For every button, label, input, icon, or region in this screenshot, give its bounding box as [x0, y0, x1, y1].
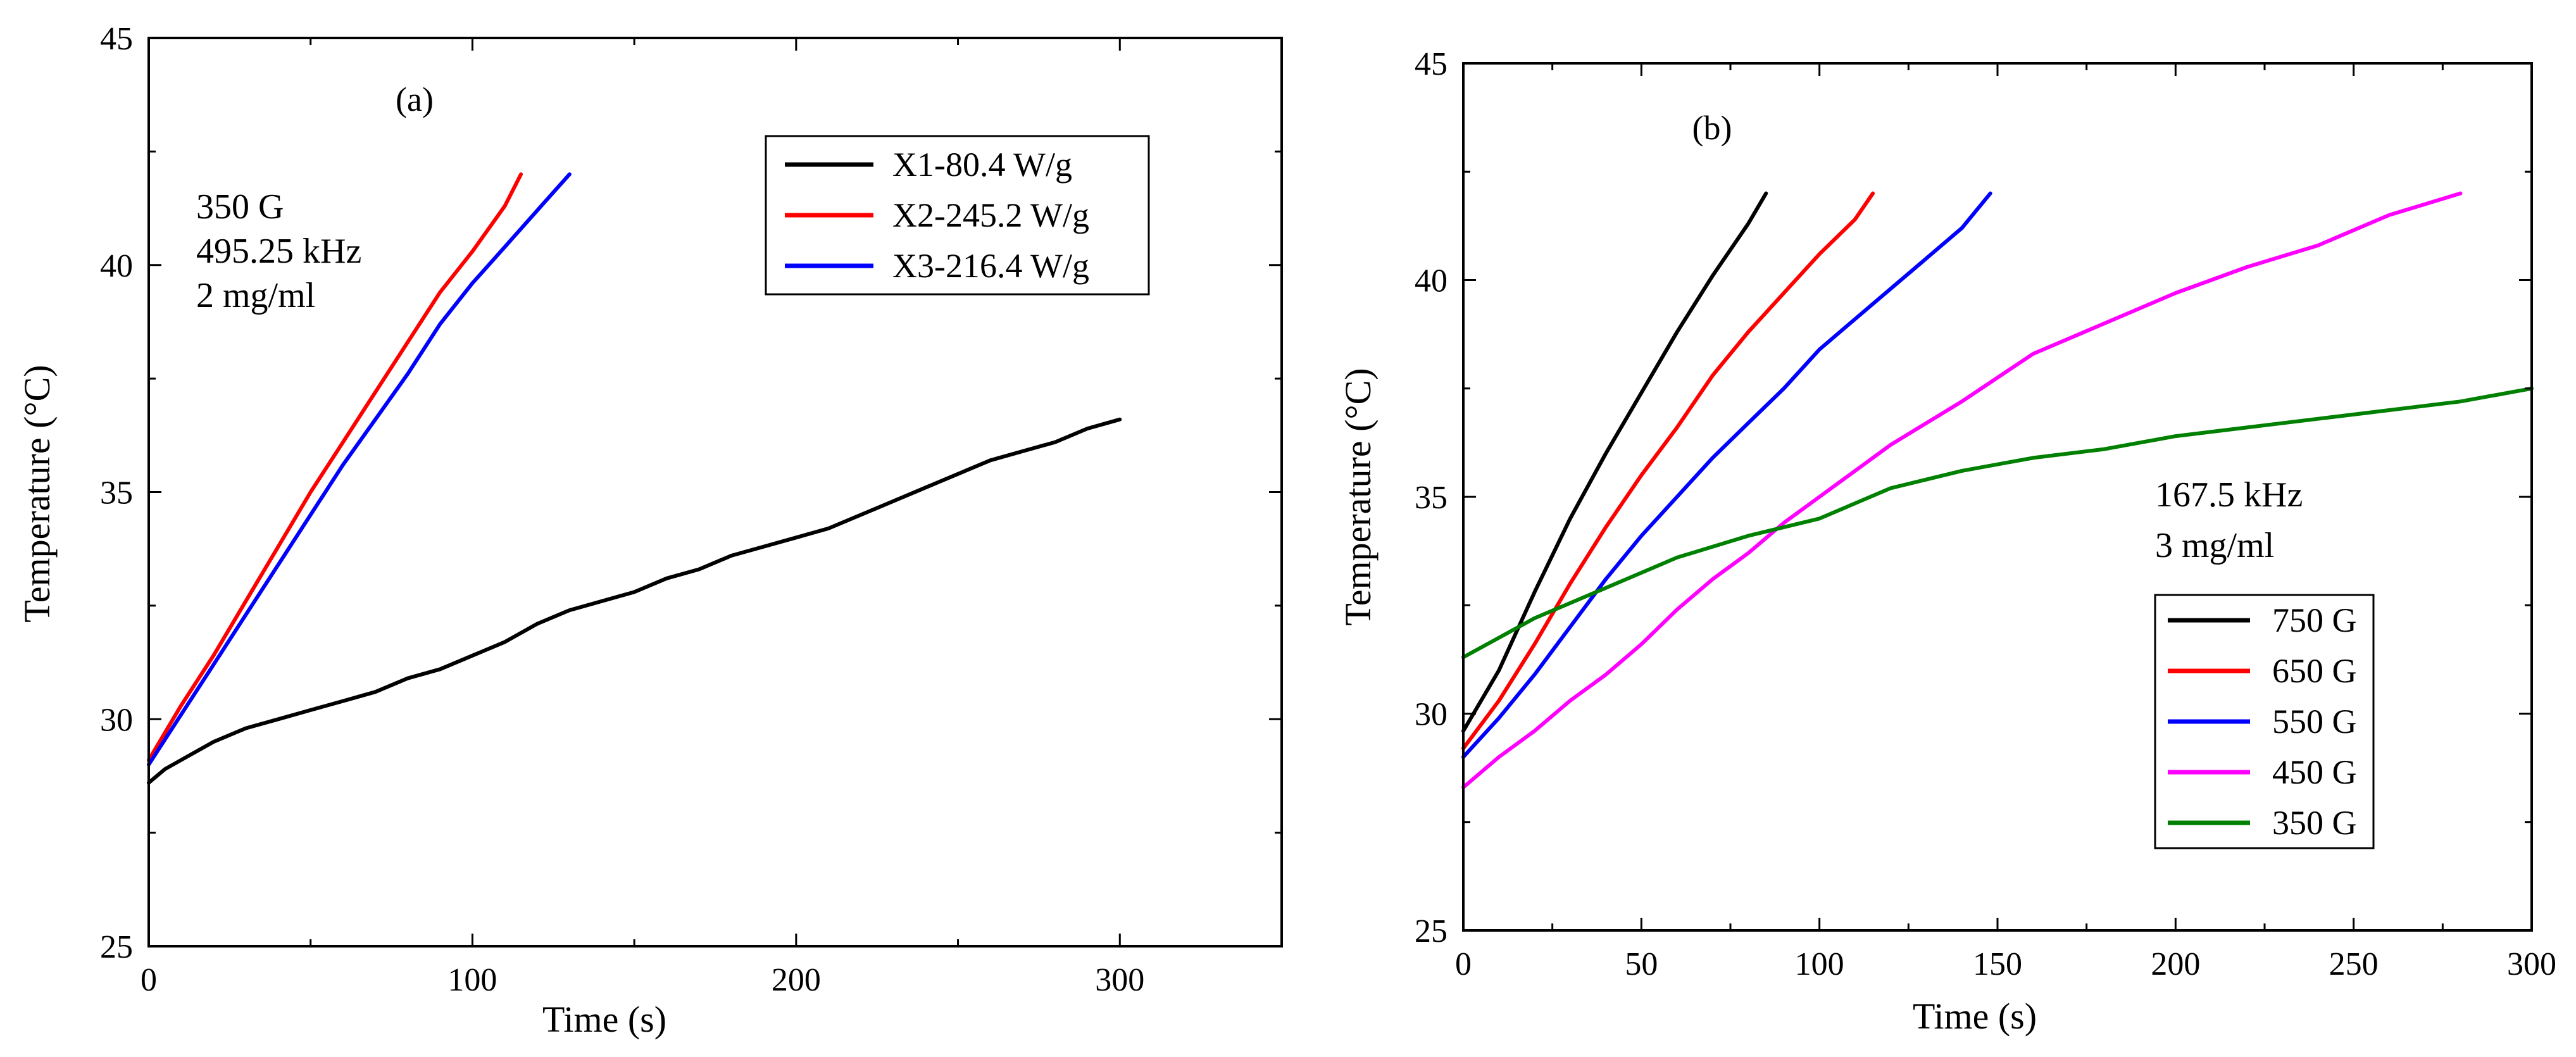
panel-label: (a) — [396, 80, 434, 118]
legend: X1-80.4 W/g X2-245.2 W/g X3-216.4 W/g — [765, 135, 1150, 296]
legend-item: 650 G — [2168, 652, 2357, 690]
legend: 750 G 650 G 550 G 450 G 350 G — [2154, 594, 2375, 849]
series-line — [1461, 191, 1768, 733]
series-line — [147, 417, 1122, 785]
x-tick-label: 250 — [2329, 946, 2379, 982]
x-tick-label: 200 — [2151, 946, 2200, 982]
x-tick-label: 300 — [2507, 946, 2556, 982]
x-tick-label: 100 — [447, 962, 497, 998]
legend-item: 450 G — [2168, 753, 2357, 791]
chart-panel-b: 0 50 100 150 200 250 300 25 30 35 40 45 (b) 167.5 k… — [1337, 46, 2556, 1037]
legend-label: 750 G — [2272, 601, 2357, 639]
annotation-frequency: 495.25 kHz — [196, 232, 361, 271]
series-line — [1461, 191, 1875, 751]
axes: 0 100 200 300 25 30 35 40 45 — [100, 21, 1283, 998]
series-line — [1461, 191, 2463, 789]
legend-label: 350 G — [2272, 804, 2357, 842]
legend-item: 750 G — [2168, 601, 2357, 639]
y-tick-label: 35 — [1415, 480, 1447, 516]
legend-label: X2-245.2 W/g — [892, 196, 1089, 234]
y-axis-label: Temperature (°C) — [16, 365, 58, 622]
series-line — [147, 172, 523, 762]
legend-item: X1-80.4 W/g — [785, 146, 1072, 184]
series-line — [147, 172, 572, 766]
legend-item: 550 G — [2168, 703, 2357, 741]
annotation-concentration: 2 mg/ml — [196, 276, 315, 315]
y-axis-label: Temperature (°C) — [1337, 368, 1379, 625]
y-tick-label: 25 — [1415, 913, 1447, 949]
y-tick-label: 45 — [1415, 46, 1447, 82]
legend-item: 350 G — [2168, 804, 2357, 842]
legend-label: 450 G — [2272, 753, 2357, 791]
series-lines — [1461, 191, 2534, 789]
y-tick-label: 30 — [1415, 697, 1447, 733]
x-tick-label: 200 — [772, 962, 821, 998]
annotation-frequency: 167.5 kHz — [2155, 475, 2303, 515]
x-tick-label: 0 — [141, 962, 157, 998]
legend-label: 650 G — [2272, 652, 2357, 690]
x-tick-label: 50 — [1625, 946, 1658, 982]
series-lines — [147, 172, 1122, 785]
legend-label: 550 G — [2272, 703, 2357, 741]
y-tick-label: 30 — [100, 702, 133, 738]
annotation-concentration: 3 mg/ml — [2155, 526, 2274, 565]
panel-label: (b) — [1692, 109, 1732, 147]
y-tick-label: 40 — [100, 248, 133, 284]
axes: 0 50 100 150 200 250 300 25 30 35 40 45 — [1415, 46, 2556, 982]
legend-label: X1-80.4 W/g — [892, 146, 1072, 184]
x-tick-label: 150 — [1973, 946, 2022, 982]
x-tick-label: 300 — [1095, 962, 1144, 998]
series-line — [1461, 191, 1992, 759]
y-tick-label: 40 — [1415, 263, 1447, 299]
x-tick-label: 100 — [1795, 946, 1844, 982]
y-tick-label: 45 — [100, 21, 133, 57]
x-axis-label: Time (s) — [1913, 996, 2037, 1037]
legend-item: X3-216.4 W/g — [785, 247, 1089, 285]
x-tick-label: 0 — [1455, 946, 1472, 982]
chart-panel-a: 0 100 200 300 25 30 35 40 45 (a) 350 G 495.25 kH… — [16, 21, 1283, 1040]
series-line — [1461, 386, 2534, 660]
x-axis-label: Time (s) — [542, 999, 666, 1040]
annotation-field: 350 G — [196, 187, 284, 227]
y-tick-label: 35 — [100, 475, 133, 511]
y-tick-label: 25 — [100, 929, 133, 965]
legend-item: X2-245.2 W/g — [785, 196, 1089, 234]
legend-label: X3-216.4 W/g — [892, 247, 1089, 285]
